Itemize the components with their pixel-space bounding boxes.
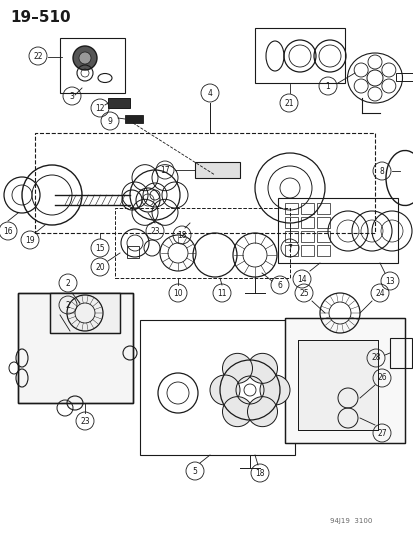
Text: 20: 20: [95, 262, 104, 271]
Bar: [50, 293, 120, 333]
Bar: [389, 338, 411, 368]
Bar: [284, 318, 404, 443]
Bar: [18, 293, 133, 403]
Bar: [284, 203, 297, 214]
Text: 8: 8: [379, 166, 383, 175]
Circle shape: [79, 52, 91, 64]
Text: 26: 26: [376, 374, 386, 383]
Bar: [297, 340, 377, 430]
Bar: [316, 231, 329, 242]
Bar: [115, 208, 289, 278]
Bar: [140, 320, 294, 455]
Circle shape: [222, 397, 252, 426]
Text: 11: 11: [217, 288, 226, 297]
Bar: [195, 162, 240, 178]
Text: 19–510: 19–510: [10, 10, 71, 25]
Bar: [284, 231, 297, 242]
Bar: [316, 217, 329, 228]
Bar: [254, 28, 344, 83]
Bar: [297, 340, 377, 430]
Bar: [277, 198, 397, 263]
Text: 14: 14: [297, 274, 306, 284]
Bar: [316, 203, 329, 214]
Bar: [127, 246, 139, 258]
Text: 6: 6: [277, 280, 282, 289]
Bar: [125, 115, 142, 123]
Circle shape: [222, 353, 252, 383]
Bar: [284, 245, 297, 256]
Text: 10: 10: [173, 288, 183, 297]
Text: 9: 9: [107, 117, 112, 125]
Text: 3: 3: [69, 92, 74, 101]
Text: 16: 16: [3, 227, 13, 236]
Bar: [108, 98, 130, 108]
Text: 12: 12: [95, 103, 104, 112]
Bar: [316, 245, 329, 256]
Text: 21: 21: [284, 99, 293, 108]
Text: 5: 5: [192, 466, 197, 475]
Text: 94J19  3100: 94J19 3100: [329, 518, 371, 524]
Text: 28: 28: [370, 353, 380, 362]
Circle shape: [73, 46, 97, 70]
Text: 7: 7: [287, 244, 292, 253]
Text: 17: 17: [160, 166, 169, 174]
Text: 18: 18: [255, 469, 264, 478]
Text: 23: 23: [150, 227, 159, 236]
Bar: [300, 203, 313, 214]
Text: 27: 27: [376, 429, 386, 438]
Text: 22: 22: [33, 52, 43, 61]
Text: 15: 15: [95, 244, 104, 253]
Circle shape: [259, 375, 289, 405]
Bar: [18, 293, 133, 403]
Text: 25: 25: [299, 288, 308, 297]
Bar: [395, 73, 413, 81]
Text: 1: 1: [325, 82, 330, 91]
Bar: [300, 231, 313, 242]
Text: 2: 2: [66, 301, 70, 310]
Circle shape: [247, 353, 277, 383]
Text: 19: 19: [25, 236, 35, 245]
Text: 2: 2: [66, 279, 70, 287]
Text: 24: 24: [374, 288, 384, 297]
Text: 13: 13: [384, 277, 394, 286]
Text: 18: 18: [177, 230, 186, 239]
Bar: [284, 217, 297, 228]
Bar: [300, 245, 313, 256]
Bar: [284, 318, 404, 443]
Bar: [35, 133, 374, 233]
Bar: [60, 38, 125, 93]
Text: 23: 23: [80, 416, 90, 425]
Bar: [300, 217, 313, 228]
Bar: [50, 293, 120, 333]
Circle shape: [247, 397, 277, 426]
Circle shape: [209, 375, 240, 405]
Text: 4: 4: [207, 88, 212, 98]
